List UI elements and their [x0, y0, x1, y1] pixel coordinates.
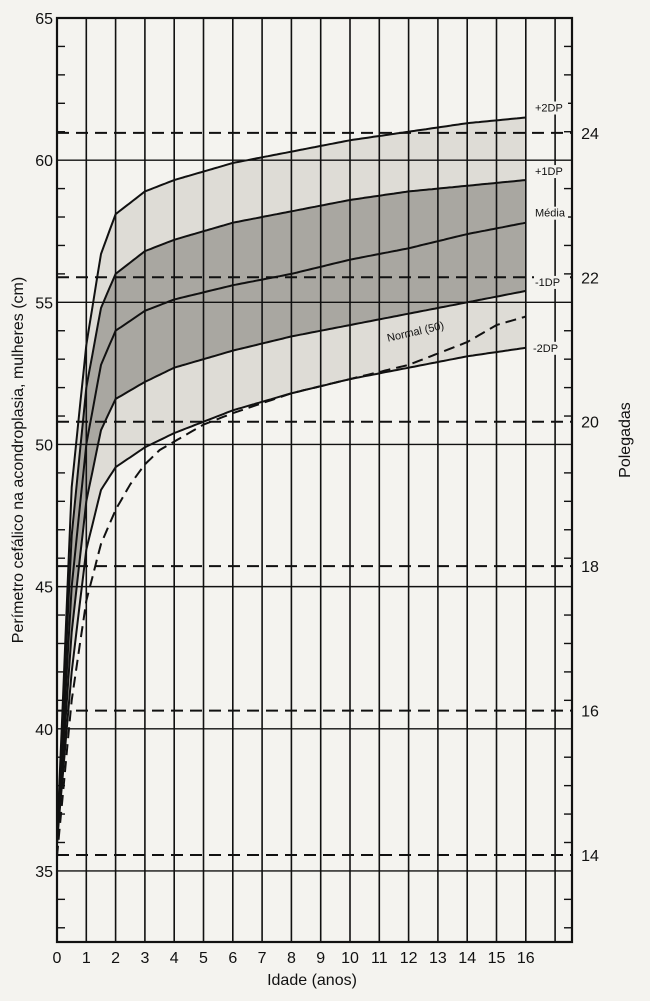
- y2-axis-title: Polegadas: [617, 402, 634, 478]
- x-tick-label: 3: [140, 950, 149, 967]
- y-tick-label: 45: [35, 580, 53, 597]
- x-tick-label: 0: [53, 950, 62, 967]
- x-tick-label: 7: [258, 950, 267, 967]
- x-tick-label: 8: [287, 950, 296, 967]
- label-+2DP: +2DP: [535, 103, 563, 115]
- x-tick-label: 15: [488, 950, 506, 967]
- y2-tick-label: 24: [581, 126, 599, 143]
- curve-plus1dp: [56, 179, 526, 843]
- x-tick-label: 2: [111, 950, 120, 967]
- x-tick-label: 6: [228, 950, 237, 967]
- curve--2dp: [56, 346, 526, 843]
- y2-tick-label: 18: [581, 559, 599, 576]
- x-tick-label: 4: [170, 950, 179, 967]
- x-tick-label: 13: [429, 950, 447, 967]
- y-tick-label: 60: [35, 153, 53, 170]
- curve--1dp: [56, 289, 527, 843]
- y-tick-label: 40: [35, 722, 53, 739]
- y-tick-label: 50: [35, 437, 53, 454]
- label-bg: [534, 206, 568, 220]
- plot-frame: [55, 16, 574, 944]
- x-tick-label: 10: [341, 950, 359, 967]
- growth-curves: [56, 116, 527, 857]
- y-axis-title: Perímetro cefálico na acondroplasia, mul…: [10, 277, 27, 643]
- y2-tick-label: 22: [581, 270, 599, 287]
- curve-normal-50-: [56, 315, 527, 857]
- x-tick-label: 5: [199, 950, 208, 967]
- label-bg: [534, 101, 568, 115]
- x-tick-label: 11: [371, 950, 388, 967]
- y-tick-label: 65: [35, 11, 53, 28]
- label-+1DP: +1DP: [535, 166, 563, 178]
- y-tick-label: 35: [35, 864, 53, 881]
- label--1DP: -1DP: [535, 277, 560, 289]
- x-tick-label: 14: [458, 950, 476, 967]
- inch-reference-lines: [57, 131, 572, 857]
- x-tick-label: 9: [316, 950, 325, 967]
- label-bg: [532, 341, 566, 355]
- x-tick-label: 16: [517, 950, 535, 967]
- label-bg: [534, 165, 568, 179]
- plot-border: [55, 16, 574, 944]
- label-bg: [534, 275, 568, 289]
- x-tick-label: 12: [400, 950, 418, 967]
- label--2DP: -2DP: [533, 343, 558, 355]
- y2-tick-label: 20: [581, 415, 599, 432]
- y-tick-label: 55: [35, 295, 53, 312]
- label-Média: Média: [535, 208, 566, 220]
- y2-tick-label: 14: [581, 848, 599, 865]
- y2-tick-label: 16: [581, 704, 599, 721]
- curve-plus2dp: [56, 116, 526, 843]
- chart-grid: [56, 18, 572, 942]
- curve-m-dia: [56, 221, 527, 843]
- x-axis-title: Idade (anos): [267, 972, 357, 989]
- x-tick-label: 1: [82, 950, 91, 967]
